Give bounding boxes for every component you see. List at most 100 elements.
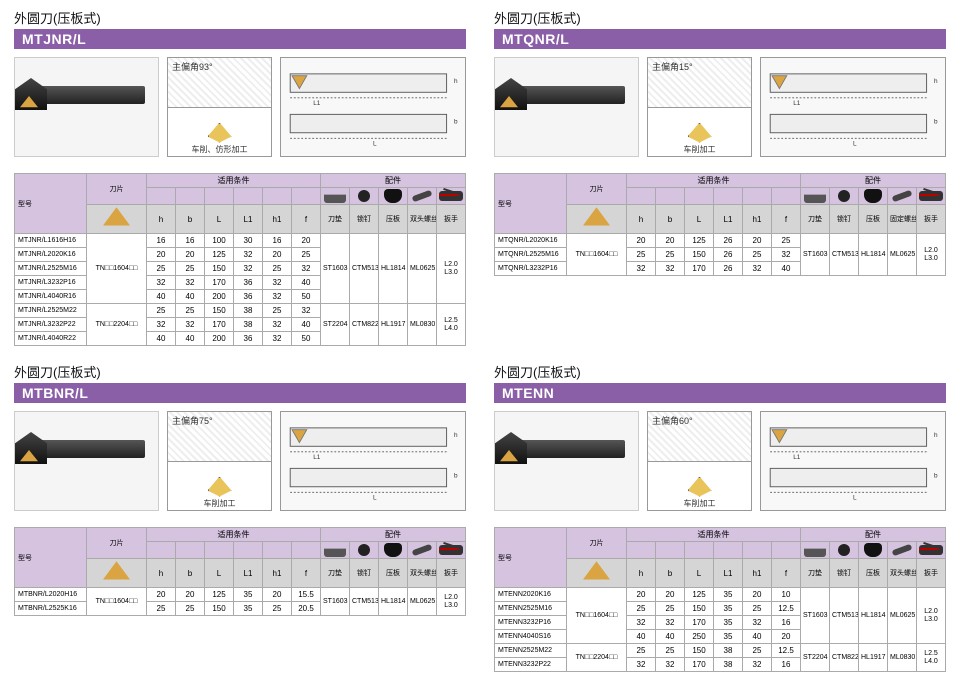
cell-dim: 25 <box>627 644 656 658</box>
acc-icon <box>801 542 830 559</box>
table-row: MTJNR/L2525M22TN□□2204□□2525150382532ST2… <box>15 304 466 318</box>
cell-dim: 20 <box>627 588 656 602</box>
acc-icon <box>379 542 408 559</box>
diagram-caption: 车削加工 <box>168 498 271 509</box>
cell-dim: 12.5 <box>772 602 801 616</box>
svg-text:L1: L1 <box>793 100 801 107</box>
cell-dim: 25 <box>147 262 176 276</box>
angle-label: 主偏角60° <box>652 414 693 427</box>
hdr-dim: h <box>147 559 176 588</box>
cell-dim: 20 <box>292 234 321 248</box>
cell-acc: ST1603 <box>321 234 350 304</box>
cell-dim: 40 <box>656 630 685 644</box>
cell-model: MTJNR/L4040R22 <box>15 332 87 346</box>
hdr-dim: b <box>176 559 205 588</box>
cell-acc: HL1814 <box>379 588 408 616</box>
cell-dim: 25 <box>627 602 656 616</box>
hdr-conditions: 适用条件 <box>627 174 801 188</box>
cell-acc: ML0625 <box>888 588 917 644</box>
cell-dim: 40 <box>772 262 801 276</box>
table-row: MTQNR/L2020K16TN□□1604□□2020125262025ST1… <box>495 234 946 248</box>
hdr-dim: L1 <box>714 205 743 234</box>
acc-icon <box>830 188 859 205</box>
hdr-conditions: 适用条件 <box>147 528 321 542</box>
cell-model: MTENN3232P22 <box>495 658 567 672</box>
model-bar: MTJNR/L <box>14 29 466 49</box>
cell-acc: ML0830 <box>888 644 917 672</box>
tool-photo <box>494 57 639 157</box>
diagram-caption: 车削加工 <box>648 144 751 155</box>
angle-diagram: 主偏角75° 车削加工 <box>167 411 272 511</box>
cell-dim: 25 <box>263 602 292 616</box>
table-row: MTBNR/L2020H16TN□□1604□□2020125352015.5S… <box>15 588 466 602</box>
cell-dim: 30 <box>234 234 263 248</box>
cell-model: MTJNR/L3232P16 <box>15 276 87 290</box>
tech-drawing: L1 L h b <box>280 411 466 511</box>
hdr-conditions: 适用条件 <box>627 528 801 542</box>
cell-wrench: L2.5 L4.0 <box>437 304 466 346</box>
cell-dim: 25 <box>263 262 292 276</box>
cell-model: MTENN4040S16 <box>495 630 567 644</box>
hdr-dim: b <box>176 205 205 234</box>
cell-acc: CTM513 <box>830 234 859 276</box>
diagram-caption: 车削、仿形加工 <box>168 144 271 155</box>
cell-acc: CTM513 <box>350 588 379 616</box>
hdr-dim: h1 <box>743 559 772 588</box>
cell-insert: TN□□1604□□ <box>567 234 627 276</box>
cell-dim: 32 <box>627 616 656 630</box>
cell-dim: 50 <box>292 332 321 346</box>
cell-dim: 32 <box>743 262 772 276</box>
hdr-acc-label: 扳手 <box>917 205 946 234</box>
cell-dim: 35 <box>714 588 743 602</box>
cell-dim: 150 <box>685 644 714 658</box>
angle-label: 主偏角75° <box>172 414 213 427</box>
cell-dim: 32 <box>656 658 685 672</box>
hdr-dim: h <box>147 205 176 234</box>
cell-dim: 150 <box>685 602 714 616</box>
panel-mtqnr: 外圆刀(压板式) MTQNR/L 主偏角15° 车削加工 L1 L h b 型号… <box>480 0 960 354</box>
cell-dim: 35 <box>714 630 743 644</box>
cell-dim: 32 <box>263 276 292 290</box>
svg-text:b: b <box>454 473 458 480</box>
hdr-acc-label: 刀垫 <box>321 559 350 588</box>
tech-drawing: L1 L h b <box>760 411 946 511</box>
cell-dim: 26 <box>714 234 743 248</box>
cell-wrench: L2.0 L3.0 <box>917 234 946 276</box>
cell-dim: 25 <box>656 248 685 262</box>
insert-shape-icon <box>688 477 712 497</box>
hdr-insert: 刀片 <box>567 174 627 205</box>
cell-dim: 35 <box>714 602 743 616</box>
cell-insert: TN□□2204□□ <box>567 644 627 672</box>
hdr-acc-label: 锁钉 <box>350 559 379 588</box>
spec-table: 型号 刀片 适用条件 配件 hbLL1h1f刀垫锁钉压板双头螺丝扳手MTJNR/… <box>14 173 466 346</box>
cell-dim: 32 <box>627 658 656 672</box>
tool-photo <box>14 57 159 157</box>
cell-dim: 35 <box>234 588 263 602</box>
hdr-insert: 刀片 <box>87 174 147 205</box>
acc-icon <box>408 188 437 205</box>
model-bar: MTENN <box>494 383 946 403</box>
cell-acc: HL1917 <box>379 304 408 346</box>
cell-dim: 20 <box>743 234 772 248</box>
hdr-dim: L1 <box>234 559 263 588</box>
cell-dim: 35 <box>714 616 743 630</box>
cell-dim: 100 <box>205 234 234 248</box>
cell-acc: ST1603 <box>321 588 350 616</box>
cell-dim: 20 <box>627 234 656 248</box>
cell-dim: 200 <box>205 290 234 304</box>
cell-dim: 250 <box>685 630 714 644</box>
tool-photo <box>14 411 159 511</box>
svg-text:h: h <box>934 78 938 85</box>
hdr-accessories: 配件 <box>801 174 946 188</box>
cell-dim: 25 <box>176 602 205 616</box>
svg-text:h: h <box>454 78 458 85</box>
cell-dim: 150 <box>205 304 234 318</box>
cell-dim: 16 <box>263 234 292 248</box>
cell-dim: 200 <box>205 332 234 346</box>
acc-icon <box>888 542 917 559</box>
hdr-dim: f <box>292 205 321 234</box>
cell-dim: 35 <box>234 602 263 616</box>
cell-dim: 125 <box>685 234 714 248</box>
cell-dim: 16 <box>772 658 801 672</box>
cell-dim: 20 <box>656 588 685 602</box>
